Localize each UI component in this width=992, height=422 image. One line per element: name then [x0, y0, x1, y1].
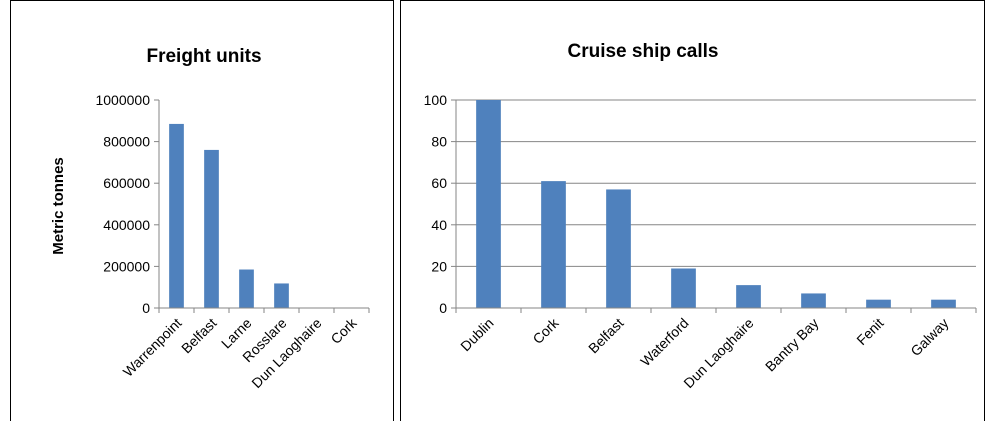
x-tick-label: Dun Laoghaire	[680, 315, 756, 391]
bar-fenit	[866, 299, 891, 308]
y-tick-label: 400000	[103, 217, 150, 233]
chart-title: Freight units	[146, 46, 261, 67]
x-tick-label: Belfast	[585, 315, 627, 357]
bar-cork	[541, 181, 566, 308]
y-tick-label: 80	[431, 134, 447, 150]
x-tick-label: Warrenpoint	[120, 315, 185, 380]
x-tick-label: Fenit	[853, 315, 886, 348]
y-tick-label: 100	[424, 92, 448, 108]
bar-galway	[931, 299, 956, 308]
freight-chart-panel: Freight units Metric tonnes 0 200000 40000…	[10, 0, 394, 421]
bar-waterford	[671, 268, 696, 308]
y-tick-label: 0	[439, 300, 447, 316]
freight-chart: Freight units Metric tonnes 0 200000 40000…	[50, 46, 370, 391]
bar-belfast	[606, 189, 631, 308]
x-tick-label: Cork	[327, 314, 360, 347]
x-tick-label: Belfast	[178, 315, 220, 357]
cruise-chart: Cruise ship calls 0 20 40 60 80 100 Dublin Cork…	[424, 41, 977, 391]
y-tick-label: 800000	[103, 134, 150, 150]
y-axis-label: Metric tonnes	[50, 157, 67, 255]
x-tick-label: Waterford	[637, 315, 691, 369]
bar-larne	[239, 269, 254, 308]
bar-belfast	[204, 149, 219, 308]
y-tick-label: 0	[142, 300, 150, 316]
bar-rosslare	[274, 283, 289, 308]
x-tick-label: Cork	[529, 314, 562, 347]
chart-title: Cruise ship calls	[567, 41, 718, 62]
bar-dun-laoghaire	[736, 285, 761, 308]
bar-bantry-bay	[801, 293, 826, 308]
cruise-chart-panel: Cruise ship calls 0 20 40 60 80 100 Dublin Cork…	[400, 0, 985, 421]
y-tick-label: 600000	[103, 175, 150, 191]
x-tick-label: Bantry Bay	[762, 315, 822, 375]
y-tick-label: 1000000	[95, 92, 150, 108]
x-tick-label: Dublin	[457, 315, 496, 354]
x-tick-label: Galway	[907, 315, 951, 359]
y-tick-label: 40	[431, 217, 447, 233]
y-tick-label: 200000	[103, 258, 150, 274]
y-tick-label: 20	[431, 258, 447, 274]
bar-dublin	[476, 100, 501, 308]
y-tick-label: 60	[431, 175, 447, 191]
bar-warrenpoint	[169, 123, 184, 308]
